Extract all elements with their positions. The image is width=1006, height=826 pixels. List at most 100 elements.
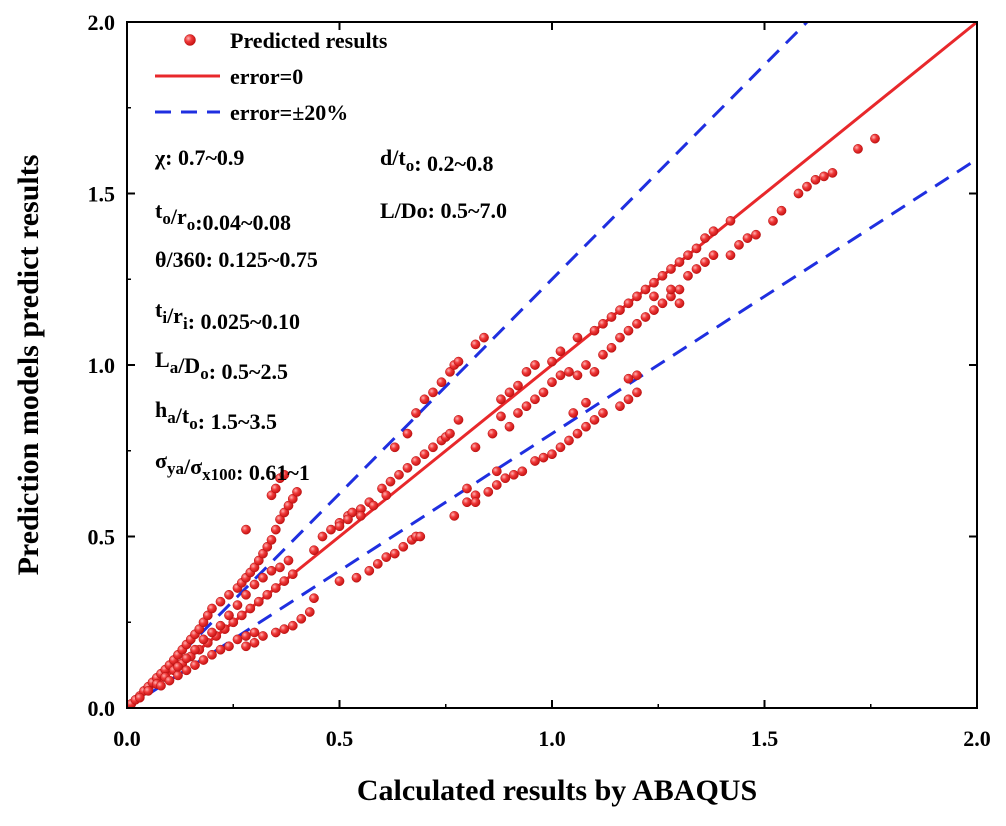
- data-point: [270, 483, 281, 494]
- data-point: [198, 655, 209, 665]
- data-point: [453, 356, 464, 367]
- data-point: [394, 469, 404, 480]
- data-point: [232, 634, 243, 645]
- data-point: [449, 511, 460, 521]
- data-point: [802, 181, 812, 192]
- data-point: [287, 569, 298, 580]
- data-point: [683, 250, 693, 261]
- parameter-range-text: ha/to: 1.5~3.5: [155, 397, 277, 434]
- data-point: [173, 670, 183, 681]
- data-point: [538, 452, 549, 463]
- data-point: [649, 277, 659, 288]
- data-point: [819, 171, 829, 182]
- data-point: [181, 665, 192, 676]
- x-tick-label: 0.0: [113, 726, 141, 751]
- data-point: [351, 572, 362, 583]
- data-point: [691, 264, 702, 274]
- data-point: [674, 257, 685, 267]
- data-point: [623, 394, 634, 405]
- data-point: [258, 572, 268, 583]
- y-tick-label: 0.5: [88, 525, 116, 550]
- data-point: [742, 233, 753, 243]
- data-point: [241, 524, 251, 535]
- data-point: [287, 620, 298, 631]
- legend-label: error=±20%: [230, 100, 348, 125]
- data-point: [564, 435, 574, 446]
- data-point: [479, 332, 489, 343]
- parameter-range-text: ti/ri: 0.025~0.10: [155, 297, 300, 334]
- data-point: [266, 535, 277, 545]
- data-point: [279, 624, 290, 634]
- data-point: [725, 216, 736, 226]
- data-point: [500, 473, 511, 484]
- data-point: [547, 449, 557, 460]
- data-point: [598, 318, 608, 329]
- data-point: [249, 579, 260, 590]
- data-point: [270, 524, 281, 535]
- data-point: [632, 387, 642, 398]
- data-point: [381, 490, 392, 501]
- data-point: [632, 370, 642, 381]
- data-point: [470, 339, 481, 350]
- data-point: [428, 387, 438, 398]
- data-point: [530, 360, 540, 370]
- x-tick-label: 2.0: [963, 726, 991, 751]
- data-point: [296, 613, 307, 624]
- legend-label: error=0: [230, 64, 303, 89]
- data-point: [304, 607, 315, 617]
- data-point: [215, 596, 226, 607]
- data-point: [228, 617, 239, 628]
- data-point: [156, 680, 166, 691]
- data-point: [470, 442, 481, 453]
- data-point: [190, 644, 200, 655]
- data-point: [640, 284, 651, 295]
- data-point: [453, 415, 464, 425]
- data-point: [547, 377, 557, 388]
- data-point: [513, 380, 523, 391]
- parameter-ranges: χ: 0.7~0.9 d/to: 0.2~0.8 to/ro:0.04~0.08 L/…: [154, 145, 507, 485]
- x-axis-title: Calculated results by ABAQUS: [357, 774, 757, 807]
- data-point: [589, 415, 600, 425]
- data-point: [572, 428, 583, 439]
- data-point: [198, 634, 209, 645]
- data-point: [568, 408, 579, 418]
- data-point: [521, 367, 532, 377]
- parameter-range-text: L/Do: 0.5~7.0: [380, 198, 507, 223]
- data-point: [436, 377, 447, 388]
- data-point: [415, 531, 426, 542]
- data-point: [810, 174, 821, 185]
- y-tick-label: 2.0: [88, 10, 116, 35]
- data-point: [215, 620, 226, 631]
- data-point: [419, 449, 430, 460]
- data-point: [428, 442, 438, 453]
- data-point: [674, 298, 685, 309]
- data-point: [241, 589, 251, 600]
- data-point: [317, 531, 328, 542]
- data-point: [606, 312, 617, 322]
- data-point: [623, 298, 634, 309]
- data-point: [666, 284, 676, 295]
- data-point: [245, 603, 256, 614]
- data-point: [279, 576, 290, 586]
- data-point: [241, 631, 251, 641]
- data-point: [445, 428, 455, 439]
- data-point: [334, 521, 345, 532]
- data-point: [615, 305, 625, 315]
- data-point: [725, 250, 736, 261]
- data-point: [292, 487, 302, 497]
- data-point: [827, 168, 838, 178]
- parameter-range-text: d/to: 0.2~0.8: [380, 145, 493, 176]
- data-point: [232, 600, 243, 610]
- data-point: [207, 649, 217, 660]
- data-point: [555, 370, 566, 381]
- data-point: [734, 240, 744, 250]
- x-tick-label: 0.5: [326, 726, 354, 751]
- data-point: [683, 270, 693, 281]
- parameter-range-text: La/Do: 0.5~2.5: [155, 347, 288, 384]
- data-point: [793, 188, 804, 199]
- data-point: [381, 552, 392, 562]
- data-point: [606, 342, 617, 353]
- data-point: [279, 469, 290, 480]
- data-point: [309, 593, 319, 604]
